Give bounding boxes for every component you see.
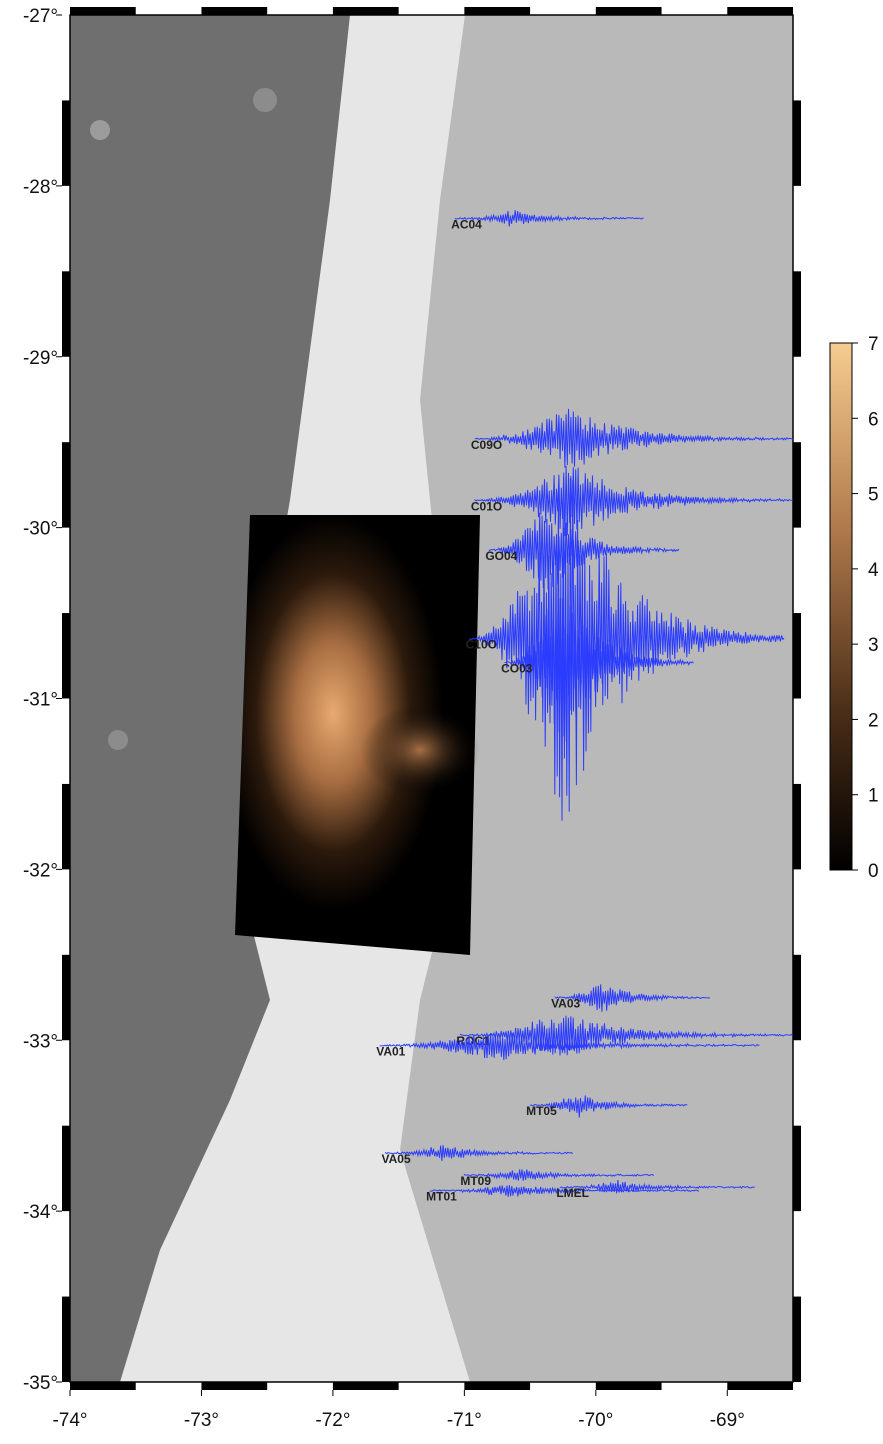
y-tick-label: -34° — [23, 1202, 58, 1223]
station-label: C10O — [466, 638, 497, 652]
station-label: MT09 — [460, 1174, 491, 1188]
seismogram — [379, 1033, 760, 1061]
station-label: MT01 — [426, 1190, 457, 1204]
station-label: VA03 — [551, 997, 580, 1011]
station-label: VA05 — [381, 1152, 410, 1166]
colorbar-tick-label: 0 — [868, 861, 879, 882]
border-segment — [62, 1125, 70, 1212]
y-tick-label: -28° — [23, 177, 58, 198]
seismogram — [474, 465, 793, 537]
colorbar-tick-label: 7 — [868, 334, 879, 355]
border-segment — [62, 100, 70, 186]
station-label: CO03 — [501, 662, 533, 676]
x-tick-label: -72° — [315, 1410, 350, 1431]
border-segment — [332, 1382, 399, 1390]
border-segment — [595, 7, 662, 15]
border-segment — [727, 1382, 793, 1390]
seismogram — [529, 1095, 688, 1118]
seismogram — [384, 1145, 574, 1161]
station-label: VA01 — [376, 1044, 405, 1058]
seismogram — [463, 1169, 655, 1181]
station-label: LMEL — [556, 1186, 589, 1200]
frame-border — [62, 7, 801, 1390]
x-tick-label: -71° — [447, 1410, 482, 1431]
border-segment — [70, 1382, 136, 1390]
border-segment — [793, 613, 801, 699]
station-label: C01O — [471, 499, 502, 513]
y-tick-label: -31° — [23, 690, 58, 711]
colorbar-tick-label: 5 — [868, 485, 879, 506]
border-segment — [62, 271, 70, 357]
border-segment — [201, 1382, 268, 1390]
border-segment — [793, 271, 801, 357]
colorbar-tick-label: 2 — [868, 710, 879, 731]
border-segment — [793, 954, 801, 1041]
x-tick-label: -70° — [578, 1410, 613, 1431]
colorbar-tick-label: 6 — [868, 409, 879, 430]
colorbar-tick-label: 1 — [868, 786, 879, 807]
station-label: GO04 — [485, 549, 517, 563]
x-tick-label: -73° — [184, 1410, 219, 1431]
y-tick-label: -29° — [23, 348, 58, 369]
x-tick-label: -74° — [52, 1410, 87, 1431]
y-tick-label: -33° — [23, 1031, 58, 1052]
x-tick-label: -69° — [710, 1410, 745, 1431]
border-segment — [793, 1296, 801, 1382]
colorbar — [829, 342, 853, 871]
border-segment — [201, 7, 268, 15]
border-segment — [793, 1125, 801, 1212]
border-segment — [793, 783, 801, 870]
colorbar-tick-label: 4 — [868, 560, 879, 581]
border-segment — [62, 613, 70, 699]
border-segment — [62, 783, 70, 870]
border-segment — [464, 1382, 531, 1390]
border-segment — [332, 7, 399, 15]
colorbar-tick-label: 3 — [868, 635, 879, 656]
border-segment — [464, 7, 531, 15]
y-tick-label: -30° — [23, 519, 58, 540]
border-segment — [62, 442, 70, 528]
relief — [70, 15, 793, 1382]
border-segment — [793, 100, 801, 186]
y-tick-label: -27° — [23, 6, 58, 27]
station-label: C09O — [471, 438, 502, 452]
y-tick-label: -35° — [23, 1373, 58, 1394]
seismogram — [559, 1179, 755, 1194]
border-segment — [62, 954, 70, 1041]
seismogram — [474, 408, 794, 468]
seismogram — [454, 210, 644, 227]
seismogram — [504, 598, 694, 742]
border-segment — [70, 7, 136, 15]
border-segment — [727, 7, 793, 15]
seismogram — [488, 512, 680, 590]
border-segment — [595, 1382, 662, 1390]
border-segment — [62, 1296, 70, 1382]
station-label: MT05 — [526, 1104, 557, 1118]
station-label: AC04 — [451, 217, 482, 231]
seismogram — [429, 1185, 700, 1197]
border-segment — [793, 442, 801, 528]
seismogram — [554, 984, 710, 1012]
y-tick-label: -32° — [23, 860, 58, 881]
